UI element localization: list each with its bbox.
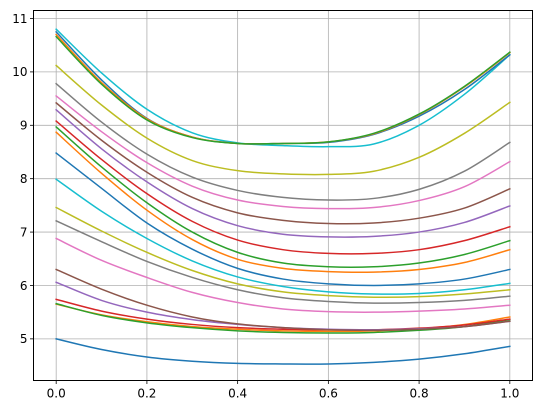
series-line-4 xyxy=(55,298,511,331)
series-line-10 xyxy=(55,178,511,295)
series-line-9 xyxy=(55,206,511,299)
series-line-22 xyxy=(55,33,511,145)
series-line-13 xyxy=(55,125,511,268)
series-line-23 xyxy=(55,35,511,145)
y-axis-ticks: 5 6 7 8 9 10 11 xyxy=(12,12,34,346)
y-tick-label: 5 xyxy=(20,332,28,346)
series-lines xyxy=(55,28,511,365)
series-line-19 xyxy=(55,64,511,176)
series-line-17 xyxy=(55,94,511,210)
y-tick-label: 10 xyxy=(12,65,27,79)
x-tick-label: 0.0 xyxy=(47,387,66,401)
x-tick-label: 0.2 xyxy=(137,387,156,401)
y-tick-label: 7 xyxy=(20,225,28,239)
series-line-14 xyxy=(55,119,511,255)
series-line-5 xyxy=(55,281,511,331)
y-tick-label: 11 xyxy=(12,12,27,26)
series-line-6 xyxy=(55,268,511,332)
plot-frame xyxy=(33,10,533,381)
x-tick-label: 0.4 xyxy=(228,387,247,401)
series-line-3 xyxy=(55,302,511,334)
series-line-1 xyxy=(55,337,511,365)
x-tick-label: 1.0 xyxy=(500,387,519,401)
y-tick-label: 8 xyxy=(20,172,28,186)
x-tick-label: 0.8 xyxy=(410,387,429,401)
x-axis-ticks: 0.0 0.2 0.4 0.6 0.8 1.0 xyxy=(47,380,519,401)
series-line-8 xyxy=(55,219,511,304)
series-line-18 xyxy=(55,82,511,201)
series-line-20 xyxy=(55,28,511,148)
series-line-21 xyxy=(55,30,511,145)
series-line-12 xyxy=(55,131,511,274)
series-line-15 xyxy=(55,108,511,238)
series-line-7 xyxy=(55,237,511,313)
series-line-11 xyxy=(55,151,511,287)
y-tick-label: 9 xyxy=(20,119,28,133)
x-tick-label: 0.6 xyxy=(319,387,338,401)
series-line-16 xyxy=(55,101,511,225)
y-tick-label: 6 xyxy=(20,279,28,293)
